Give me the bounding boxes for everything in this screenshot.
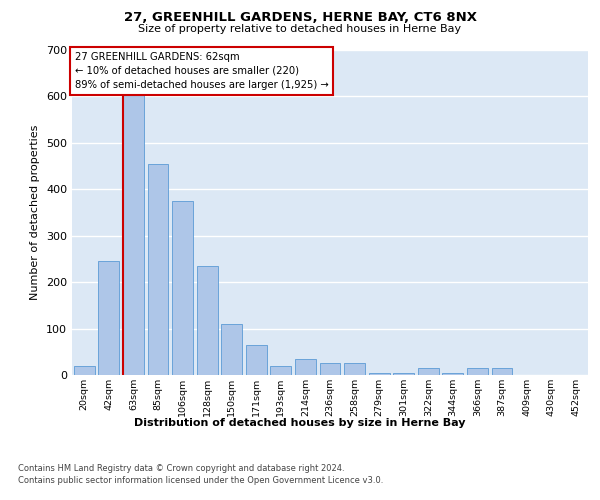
Bar [344, 364, 365, 375]
Bar [98, 261, 119, 375]
Bar [271, 366, 292, 375]
Bar [74, 366, 95, 375]
Text: Size of property relative to detached houses in Herne Bay: Size of property relative to detached ho… [139, 24, 461, 34]
Bar [148, 164, 169, 375]
Bar [295, 359, 316, 375]
Bar [246, 345, 267, 375]
Bar [368, 372, 389, 375]
Bar [197, 266, 218, 375]
Bar [123, 71, 144, 375]
Bar [467, 368, 488, 375]
Text: Contains HM Land Registry data © Crown copyright and database right 2024.: Contains HM Land Registry data © Crown c… [18, 464, 344, 473]
Text: 27, GREENHILL GARDENS, HERNE BAY, CT6 8NX: 27, GREENHILL GARDENS, HERNE BAY, CT6 8N… [124, 11, 476, 24]
Bar [491, 368, 512, 375]
Bar [393, 372, 414, 375]
Bar [221, 324, 242, 375]
Bar [418, 368, 439, 375]
Text: 27 GREENHILL GARDENS: 62sqm
← 10% of detached houses are smaller (220)
89% of se: 27 GREENHILL GARDENS: 62sqm ← 10% of det… [74, 52, 328, 90]
Text: Contains public sector information licensed under the Open Government Licence v3: Contains public sector information licen… [18, 476, 383, 485]
Bar [320, 364, 340, 375]
Bar [442, 372, 463, 375]
Text: Distribution of detached houses by size in Herne Bay: Distribution of detached houses by size … [134, 418, 466, 428]
Y-axis label: Number of detached properties: Number of detached properties [31, 125, 40, 300]
Bar [172, 201, 193, 375]
